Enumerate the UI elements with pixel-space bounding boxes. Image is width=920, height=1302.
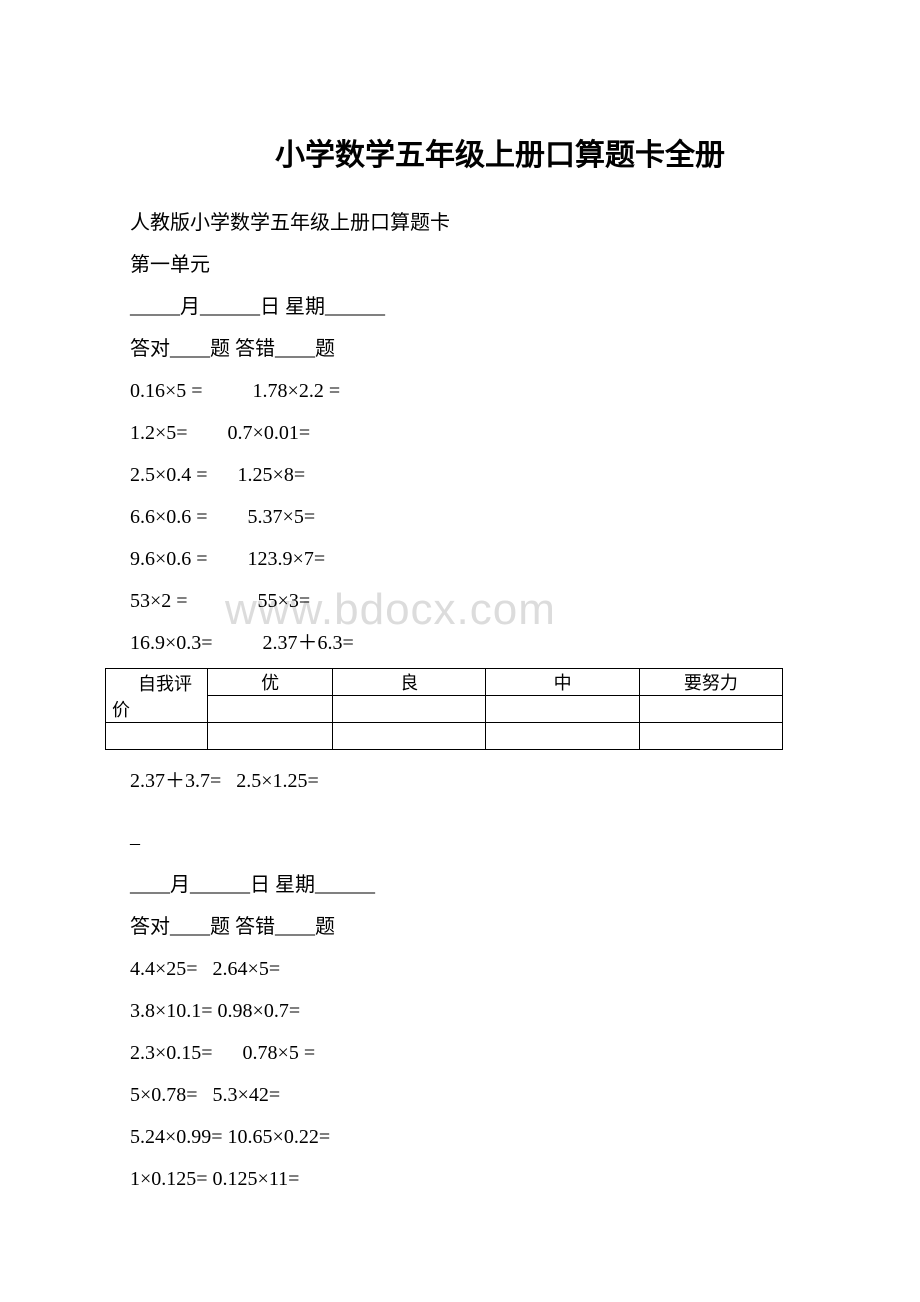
eval-cell [639, 723, 782, 750]
eval-label-line2: 价 [106, 696, 130, 722]
eval-col-header: 优 [208, 669, 333, 696]
problems-section-1: 0.16×5 = 1.78×2.2 = 1.2×5= 0.7×0.01= 2.5… [130, 370, 810, 664]
dash-line: – [130, 822, 810, 864]
document-content: 小学数学五年级上册口算题卡全册 人教版小学数学五年级上册口算题卡 第一单元 __… [130, 130, 810, 1200]
eval-label-cell: 自我评 价 [106, 669, 208, 723]
problem-row: 2.37＋3.7= 2.5×1.25= [130, 760, 810, 802]
eval-cell [208, 723, 333, 750]
problem-row: 6.6×0.6 = 5.37×5= [130, 496, 810, 538]
problem-row: 4.4×25= 2.64×5= [130, 948, 810, 990]
problem-row: 0.16×5 = 1.78×2.2 = [130, 370, 810, 412]
eval-col-header: 良 [333, 669, 486, 696]
eval-cell [333, 723, 486, 750]
eval-col-header: 要努力 [639, 669, 782, 696]
problem-row: 2.3×0.15= 0.78×5 = [130, 1032, 810, 1074]
eval-cell [208, 696, 333, 723]
eval-label-line1: 自我评 [138, 674, 192, 694]
page-title: 小学数学五年级上册口算题卡全册 [190, 130, 810, 174]
problem-row: 1×0.125= 0.125×11= [130, 1158, 810, 1200]
problem-row: 5.24×0.99= 10.65×0.22= [130, 1116, 810, 1158]
eval-cell [486, 723, 639, 750]
problem-row: 16.9×0.3= 2.37＋6.3= [130, 622, 810, 664]
problem-row: 9.6×0.6 = 123.9×7= [130, 538, 810, 580]
eval-cell [486, 696, 639, 723]
eval-cell [333, 696, 486, 723]
score-line: 答对____题 答错____题 [130, 328, 810, 370]
eval-cell [106, 723, 208, 750]
eval-col-header: 中 [486, 669, 639, 696]
problem-row: 1.2×5= 0.7×0.01= [130, 412, 810, 454]
problem-row: 3.8×10.1= 0.98×0.7= [130, 990, 810, 1032]
evaluation-table: 自我评 价 优 良 中 要努力 [105, 668, 783, 750]
score-line: 答对____题 答错____题 [130, 906, 810, 948]
problems-section-2: 4.4×25= 2.64×5= 3.8×10.1= 0.98×0.7= 2.3×… [130, 948, 810, 1200]
date-line: _____月______日 星期______ [130, 286, 810, 328]
unit-heading: 第一单元 [130, 244, 810, 286]
date-line: ____月______日 星期______ [130, 864, 810, 906]
subtitle: 人教版小学数学五年级上册口算题卡 [130, 202, 810, 244]
eval-cell [639, 696, 782, 723]
problem-row: 2.5×0.4 = 1.25×8= [130, 454, 810, 496]
problem-row: 5×0.78= 5.3×42= [130, 1074, 810, 1116]
problem-row: 53×2 = 55×3= [130, 580, 810, 622]
